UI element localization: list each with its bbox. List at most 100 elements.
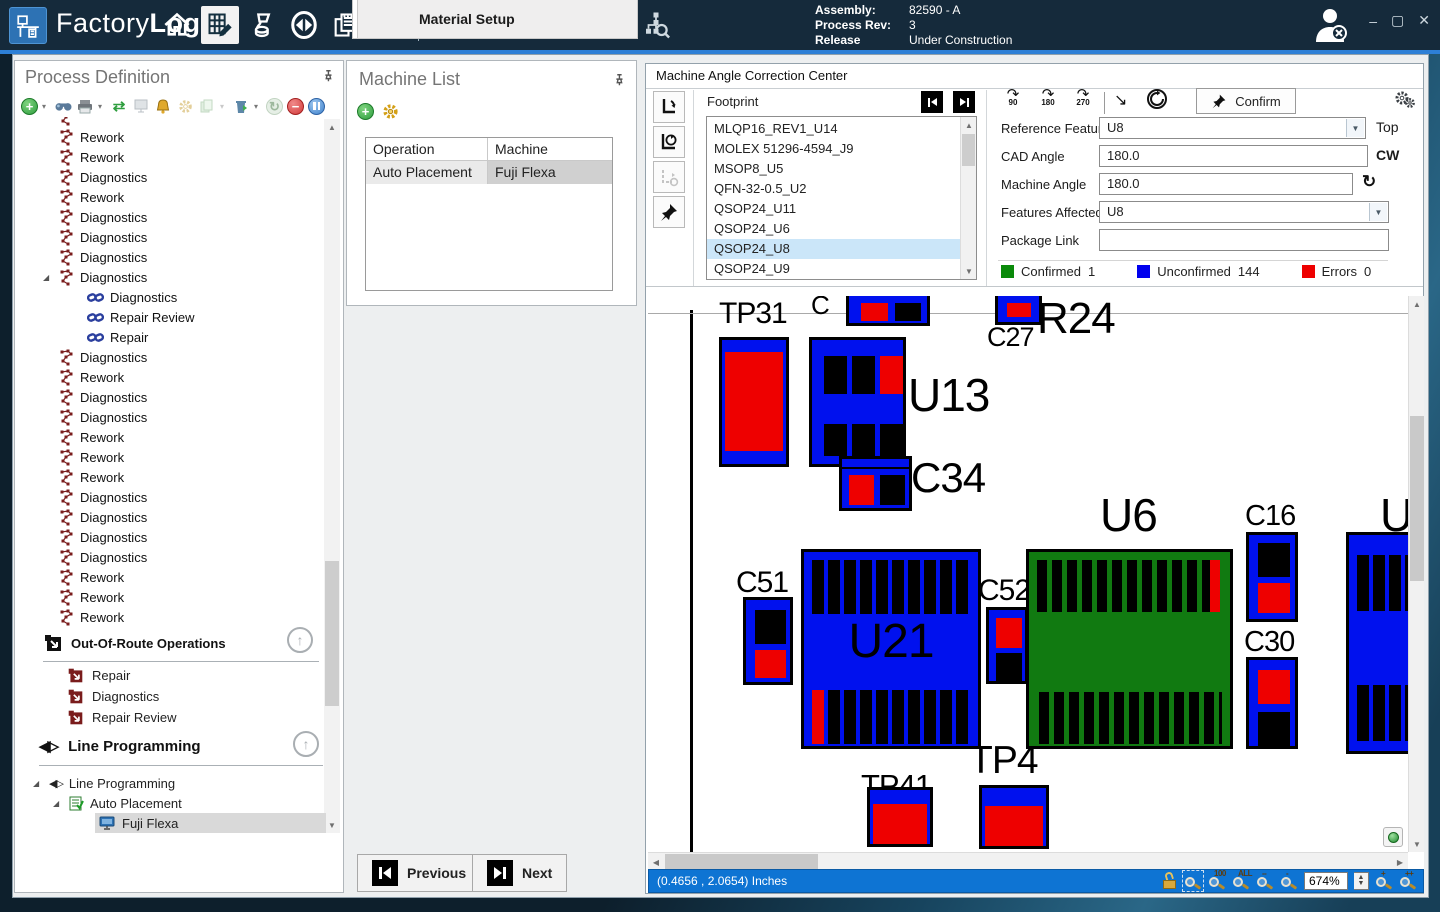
zoom-window-tool[interactable] xyxy=(1182,870,1204,892)
collapse-out-of-route-button[interactable]: ↑ xyxy=(287,627,313,653)
feeder-setup-button[interactable] xyxy=(246,8,280,42)
column-operation[interactable]: Operation xyxy=(366,138,488,160)
out-of-route-item[interactable]: Repair Review xyxy=(67,707,377,727)
maximize-button[interactable]: ▢ xyxy=(1391,12,1405,28)
auto-placement-node[interactable]: ◢ Auto Placement xyxy=(53,795,182,811)
board-icon[interactable] xyxy=(132,97,150,115)
footprint-item[interactable]: MOLEX 51296-4594_J9 xyxy=(707,139,960,159)
next-button[interactable]: Next xyxy=(472,854,568,892)
angle-settings-gears-icon[interactable] xyxy=(1394,90,1416,110)
footprint-item[interactable]: MSOP8_U5 xyxy=(707,159,960,179)
pcb-horizontal-scrollbar[interactable]: ◀ ▶ xyxy=(648,852,1408,869)
sync-button[interactable] xyxy=(287,8,321,42)
tree-item[interactable]: ◢ Diagnostics xyxy=(19,487,326,507)
delete-dropdown-caret[interactable]: ▾ xyxy=(254,101,259,111)
collapse-line-programming-button[interactable]: ↑ xyxy=(293,731,319,757)
previous-button[interactable]: Previous xyxy=(357,854,482,892)
print-icon[interactable] xyxy=(76,97,94,115)
step-item[interactable]: Material Setup xyxy=(357,0,638,39)
tree-item[interactable]: ◢ Rework xyxy=(19,367,326,387)
delete-icon[interactable] xyxy=(232,97,250,115)
tree-item[interactable]: ◢ Diagnostics xyxy=(19,227,326,247)
zoom-in-tool[interactable]: + xyxy=(1375,869,1393,890)
footprint-item[interactable]: QSOP24_U8 xyxy=(707,239,960,259)
component-u6[interactable] xyxy=(1026,549,1233,749)
shuffle-icon[interactable]: ⇄ xyxy=(112,98,126,115)
tree-item[interactable]: ◢ Diagnostics xyxy=(19,207,326,227)
process-editor-button[interactable] xyxy=(201,6,239,44)
scroll-left-arrow[interactable]: ◀ xyxy=(652,857,660,867)
bom-explorer-button[interactable] xyxy=(639,8,673,42)
scroll-up-arrow[interactable]: ▲ xyxy=(1413,299,1421,309)
tree-item[interactable]: ◢ Rework xyxy=(19,147,326,167)
out-of-route-item[interactable]: Repair xyxy=(67,665,377,685)
tree-item[interactable]: ◢ Rework xyxy=(19,187,326,207)
zoom-level-input[interactable]: 674% xyxy=(1304,872,1348,890)
rotate-180-button[interactable]: ↷ 180 xyxy=(1041,86,1055,107)
component-c34[interactable] xyxy=(839,456,912,511)
out-of-route-item[interactable]: Diagnostics xyxy=(67,686,377,706)
close-button[interactable]: ✕ xyxy=(1418,12,1430,28)
scroll-down-arrow[interactable]: ▼ xyxy=(965,266,973,276)
zoom-100-tool[interactable]: 100 xyxy=(1208,869,1226,890)
gear-pale-icon[interactable] xyxy=(176,97,194,115)
tree-item[interactable]: ◢ Rework xyxy=(19,607,326,627)
scroll-up-arrow[interactable]: ▲ xyxy=(965,120,973,130)
tree-item[interactable]: ◢ Diagnostics xyxy=(19,167,326,187)
scrollbar-thumb[interactable] xyxy=(962,134,975,166)
tree-item[interactable]: ◢ Rework xyxy=(19,587,326,607)
scroll-right-arrow[interactable]: ▶ xyxy=(1396,857,1404,867)
chevron-down-icon[interactable]: ▼ xyxy=(1346,119,1364,137)
tree-item[interactable]: ◢ Diagnostics xyxy=(19,247,326,267)
component-c16[interactable] xyxy=(1246,532,1298,622)
footprint-item[interactable]: QSOP24_U6 xyxy=(707,219,960,239)
last-footprint-button[interactable] xyxy=(953,91,975,113)
pin-icon[interactable] xyxy=(321,69,335,83)
rotate-footprint-button[interactable] xyxy=(653,91,685,123)
bell-icon[interactable] xyxy=(154,97,172,115)
expander-icon[interactable]: ◢ xyxy=(43,272,50,282)
footprint-scrollbar[interactable]: ▲ ▼ xyxy=(960,117,976,279)
add-machine-button[interactable]: + xyxy=(357,103,374,120)
scroll-up-arrow[interactable]: ▲ xyxy=(328,122,336,132)
tree-item[interactable]: ◢ Diagnostics xyxy=(19,527,326,547)
logout-user-button[interactable] xyxy=(1310,6,1350,44)
add-dropdown-caret[interactable]: ▾ xyxy=(42,101,47,111)
scrollbar-thumb[interactable] xyxy=(325,561,339,706)
tree-item[interactable]: ◢ Rework xyxy=(19,427,326,447)
package-link-input[interactable] xyxy=(1099,229,1389,251)
first-footprint-button[interactable] xyxy=(921,91,943,113)
auto-rotate-icon[interactable] xyxy=(1146,88,1168,110)
footprint-item[interactable]: QSOP24_U11 xyxy=(707,199,960,219)
zoom-all-tool[interactable]: ALL xyxy=(1232,869,1253,890)
pin-icon[interactable] xyxy=(612,73,626,87)
tree-item[interactable]: ◢ Diagnostics xyxy=(19,267,326,287)
rotate-270-button[interactable]: ↷ 270 xyxy=(1076,86,1090,107)
pin-angle-button[interactable] xyxy=(653,196,685,228)
component-c27[interactable] xyxy=(995,296,1042,325)
chevron-down-icon[interactable]: ▼ xyxy=(1369,203,1387,221)
print-dropdown-caret[interactable]: ▾ xyxy=(98,101,103,111)
reference-feature-dropdown[interactable]: U8 ▼ xyxy=(1099,117,1366,139)
machine-table-row[interactable]: Auto Placement Fuji Flexa xyxy=(366,161,612,184)
tree-item[interactable]: ◢ Rework xyxy=(19,467,326,487)
footprint-item[interactable]: QSOP24_U9 xyxy=(707,259,960,279)
component-tp31[interactable] xyxy=(719,337,789,467)
zoom-lock-icon[interactable] xyxy=(1162,870,1178,890)
column-machine[interactable]: Machine xyxy=(495,141,548,157)
tree-item[interactable]: ◢ Diagnostics xyxy=(19,287,326,307)
rotate-90-button[interactable]: ↷ 90 xyxy=(1006,86,1020,107)
apply-rotation-icon[interactable]: ↘ xyxy=(1114,92,1128,109)
tree-item[interactable]: ◢ Diagnostics xyxy=(19,347,326,367)
scroll-down-arrow[interactable]: ▼ xyxy=(1413,839,1421,849)
zoom-out-tool[interactable]: - xyxy=(1280,869,1298,890)
tree-item[interactable]: ◢ Rework xyxy=(19,127,326,147)
pause-icon[interactable] xyxy=(308,97,325,115)
zoom-spinner[interactable]: ▲ ▼ xyxy=(1354,872,1369,890)
rotate-all-button[interactable] xyxy=(653,126,685,158)
reset-machine-angle-icon[interactable]: ↻ xyxy=(1362,172,1377,191)
cad-angle-input[interactable]: 180.0 xyxy=(1099,145,1368,167)
scroll-down-arrow[interactable]: ▼ xyxy=(328,820,336,830)
zoom-in-fast-tool[interactable]: ++ xyxy=(1399,869,1417,890)
tree-item[interactable]: ◢ Diagnostics xyxy=(19,407,326,427)
